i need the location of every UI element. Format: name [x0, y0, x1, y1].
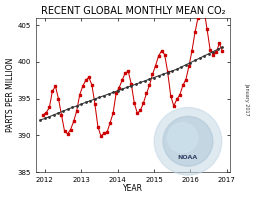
X-axis label: YEAR: YEAR — [123, 184, 143, 193]
Title: RECENT GLOBAL MONTHLY MEAN CO₂: RECENT GLOBAL MONTHLY MEAN CO₂ — [41, 6, 225, 16]
Text: January 2017: January 2017 — [244, 83, 249, 116]
Y-axis label: PARTS PER MILLION: PARTS PER MILLION — [6, 58, 14, 132]
Circle shape — [163, 116, 213, 166]
Text: NOAA: NOAA — [178, 155, 198, 160]
Circle shape — [168, 123, 198, 153]
Circle shape — [154, 107, 222, 175]
